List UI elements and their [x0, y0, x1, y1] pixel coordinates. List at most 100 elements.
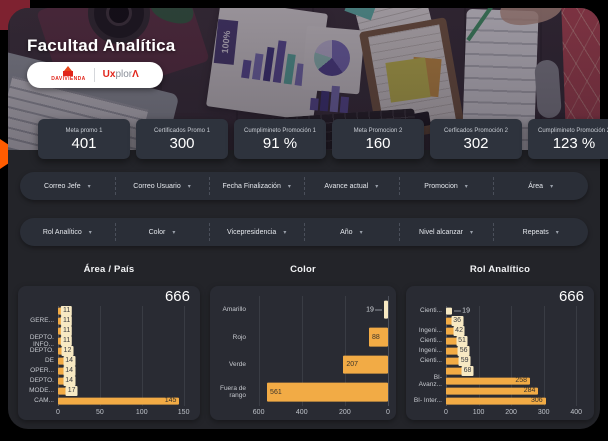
- chevron-down-icon: ▾: [88, 229, 92, 236]
- bar-value-box: 14: [63, 376, 76, 386]
- data-bar[interactable]: 145: [58, 397, 180, 405]
- filter-dropdown-nivel-alcanzar[interactable]: Nivel alcanzar ▾: [398, 218, 494, 246]
- filter-dropdown-promocion[interactable]: Promocion ▾: [398, 172, 494, 200]
- uxplora-logo: UxplorΛ: [103, 70, 139, 80]
- data-bar[interactable]: 284: [446, 387, 539, 394]
- filter-dropdown-avance-actual[interactable]: Avance actual ▾: [304, 172, 399, 200]
- gridline: [99, 306, 101, 406]
- chevron-down-icon: ▾: [87, 183, 91, 190]
- chevron-down-icon: ▾: [550, 183, 554, 190]
- data-bar[interactable]: 561: [267, 382, 388, 402]
- filter-dropdown-fecha-finalizaci-n[interactable]: Fecha Finalización ▾: [209, 172, 304, 200]
- kpi-card: Cumplimineto Promoción 2 123 %: [528, 119, 608, 159]
- data-bar[interactable]: [58, 387, 73, 395]
- bar-track: 11: [58, 336, 192, 346]
- data-bar[interactable]: 88: [369, 327, 388, 347]
- bar-track: 42: [446, 326, 586, 336]
- bar-value-box: 17: [65, 386, 78, 396]
- bar-value-label: 145: [164, 397, 177, 405]
- filter-dropdown-vicepresidencia[interactable]: Vicepresidencia ▾: [209, 218, 304, 246]
- kpi-label: Meta Promocion 2: [353, 127, 403, 134]
- x-axis-tick: 400: [295, 409, 308, 416]
- category-label: GERE...: [30, 317, 54, 325]
- data-bar[interactable]: [446, 327, 460, 335]
- chevron-down-icon: ▾: [187, 183, 191, 190]
- filter-label: Fecha Finalización: [222, 182, 281, 190]
- gridline: [388, 296, 389, 406]
- bar-track: 12: [58, 346, 192, 356]
- data-bar[interactable]: 306: [446, 397, 546, 404]
- x-axis-tick: 600: [252, 409, 265, 416]
- filter-dropdown-color[interactable]: Color ▾: [114, 218, 210, 246]
- data-bar[interactable]: [446, 337, 463, 345]
- uxplora-mid: plor: [115, 69, 133, 80]
- x-axis-tick: 400: [570, 409, 583, 416]
- chart-title: Rol Analítico: [469, 264, 531, 275]
- filter-label: Color: [148, 228, 166, 236]
- bar-track: 14: [58, 376, 192, 386]
- bar-row: Ingeni... 42: [412, 326, 586, 336]
- category-label: OPER...: [30, 367, 54, 375]
- x-axis: 600 400 200 0: [250, 409, 390, 419]
- bar-row: CAM... 145: [24, 396, 192, 406]
- data-bar[interactable]: [446, 347, 465, 355]
- x-axis-tick: 100: [472, 409, 485, 416]
- bar-track: 14: [58, 366, 192, 376]
- chart-gridlines: [58, 306, 192, 406]
- data-bar[interactable]: [446, 357, 466, 365]
- bar-value-box: 11: [60, 336, 73, 346]
- gridline: [344, 296, 346, 406]
- bar-row: Ingeni... 56: [412, 346, 586, 356]
- bar-value-box: 68: [461, 366, 474, 376]
- data-bar[interactable]: 207: [343, 355, 388, 375]
- chevron-down-icon: ▾: [464, 183, 468, 190]
- bar-value-box: 36: [451, 316, 464, 326]
- x-axis: 0 100 200 300 400: [444, 409, 586, 419]
- filter-dropdown-correo-usuario[interactable]: Correo Usuario ▾: [114, 172, 210, 200]
- bar-track: 306: [446, 396, 586, 406]
- chart-col-3: Rol Analítico 666 Cienti... 19 36 Ingeni... 42…: [406, 264, 594, 420]
- chart-total-badge: 666: [164, 288, 190, 305]
- bar-track: 11: [58, 326, 192, 336]
- category-label: Rojo: [232, 333, 246, 341]
- bar-row: Amarillo 19: [216, 296, 388, 324]
- bar-value-box: 56: [457, 346, 470, 356]
- leader-line: [454, 310, 462, 312]
- gridline: [478, 306, 480, 406]
- filter-dropdown-a-o[interactable]: Año ▾: [304, 218, 399, 246]
- data-bar[interactable]: 258: [446, 377, 530, 384]
- kpi-value: 123 %: [552, 134, 596, 152]
- chart-rows: Amarillo 19 Rojo 88 Verde 207 Fuera de rango 56…: [216, 296, 388, 406]
- page-title: Facultad Analítica: [27, 36, 176, 55]
- filter-label: Repeats: [522, 228, 549, 236]
- x-axis-tick: 200: [339, 409, 351, 416]
- uxplora-prefix: Ux: [102, 69, 116, 80]
- gridline: [258, 296, 260, 406]
- uxplora-caret: Λ: [132, 69, 139, 80]
- bar-value-box: 11: [60, 306, 73, 316]
- x-axis-tick: 300: [537, 409, 550, 416]
- x-axis-tick: 150: [177, 409, 190, 416]
- bar-value-leader: 19: [366, 306, 382, 313]
- filter-dropdown-correo-jefe[interactable]: Correo Jefe ▾: [20, 172, 115, 200]
- bar-track: 14: [58, 356, 192, 366]
- bar-row: DEPTO. 12: [24, 346, 192, 356]
- bar-value-leader: 19: [454, 308, 470, 315]
- chart-card: 666 Cienti... 19 36 Ingeni... 42 Cienti... 51 In…: [406, 286, 594, 420]
- category-label: CAM...: [34, 397, 54, 405]
- filter-dropdown-repeats[interactable]: Repeats ▾: [493, 218, 588, 246]
- data-bar[interactable]: [446, 367, 469, 375]
- category-label: BI- Avanz...: [418, 373, 442, 388]
- category-label: DE: [44, 357, 54, 365]
- bar-track: 11: [58, 316, 192, 326]
- chevron-down-icon: ▾: [172, 229, 176, 236]
- kpi-card: Cumplimineto Promoción 1 91 %: [234, 119, 326, 159]
- data-bar[interactable]: [446, 307, 453, 315]
- filter-dropdown--rea[interactable]: Área ▾: [493, 172, 588, 200]
- data-bar[interactable]: [383, 300, 388, 320]
- filter-dropdown-rol-anal-tico[interactable]: Rol Analítico ▾: [20, 218, 115, 246]
- bar-value-label: 561: [270, 388, 282, 396]
- category-label: Ingeni...: [418, 327, 442, 335]
- davivienda-logo: DAVIVIENDA: [51, 66, 85, 82]
- filter-label: Nivel alcanzar: [419, 228, 463, 236]
